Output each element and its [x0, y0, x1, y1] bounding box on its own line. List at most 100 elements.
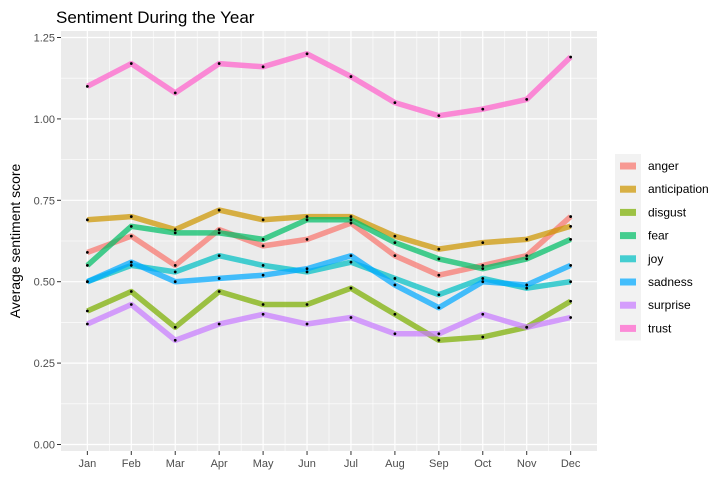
- data-point-surprise: [217, 322, 221, 326]
- data-point-anger: [305, 237, 309, 241]
- data-point-surprise: [393, 332, 397, 336]
- data-point-joy: [261, 264, 265, 267]
- legend-label-trust: trust: [648, 321, 672, 335]
- data-point-disgust: [393, 312, 397, 316]
- data-point-sadness: [305, 267, 309, 271]
- data-point-anticipation: [393, 234, 397, 238]
- data-point-anger: [217, 228, 221, 232]
- data-point-fear: [349, 218, 353, 222]
- data-point-joy: [129, 264, 133, 267]
- data-point-sadness: [525, 283, 529, 287]
- data-point-trust: [393, 101, 397, 105]
- data-point-disgust: [85, 309, 89, 313]
- data-point-disgust: [217, 290, 221, 293]
- x-tick-label: Jun: [298, 458, 316, 470]
- series-line-surprise: [86, 301, 572, 344]
- data-point-sadness: [173, 280, 177, 284]
- data-point-trust: [217, 62, 221, 65]
- data-point-surprise: [85, 322, 89, 326]
- data-point-anticipation: [173, 228, 177, 232]
- data-point-joy: [481, 277, 485, 280]
- data-point-anticipation: [129, 215, 133, 218]
- data-point-sadness: [393, 283, 397, 287]
- data-point-surprise: [349, 316, 353, 319]
- data-point-anticipation: [481, 241, 485, 245]
- data-point-fear: [85, 264, 89, 267]
- x-tick-label: Feb: [122, 458, 141, 470]
- x-tick-label: Dec: [561, 458, 581, 470]
- x-tick-label: Jul: [344, 458, 358, 470]
- data-point-fear: [393, 241, 397, 245]
- x-tick-label: Mar: [166, 458, 185, 470]
- data-point-trust: [129, 62, 133, 65]
- data-point-sadness: [481, 280, 485, 284]
- data-point-trust: [261, 65, 265, 69]
- data-point-anger: [569, 215, 573, 218]
- data-point-disgust: [481, 335, 485, 339]
- data-point-disgust: [569, 299, 573, 303]
- data-point-anticipation: [437, 247, 441, 251]
- x-tick-label: Nov: [517, 458, 537, 470]
- y-tick-label: 1.25: [34, 33, 55, 45]
- data-point-trust: [349, 75, 353, 78]
- x-tick-label: Aug: [385, 458, 405, 470]
- x-tick-label: May: [253, 458, 274, 470]
- data-point-trust: [569, 55, 573, 59]
- data-point-fear: [129, 224, 133, 228]
- data-point-trust: [437, 114, 441, 118]
- data-point-sadness: [261, 273, 265, 277]
- data-point-sadness: [349, 254, 353, 258]
- data-point-fear: [305, 218, 309, 222]
- data-point-trust: [85, 84, 89, 88]
- data-point-trust: [305, 52, 309, 56]
- data-point-anger: [173, 264, 177, 267]
- data-point-anticipation: [569, 224, 573, 228]
- series-points: [85, 52, 573, 342]
- data-point-joy: [217, 254, 221, 258]
- data-point-joy: [525, 286, 529, 290]
- legend-label-fear: fear: [648, 229, 669, 243]
- data-point-fear: [437, 257, 441, 261]
- legend-label-surprise: surprise: [648, 298, 691, 312]
- y-tick-label: 0.50: [34, 277, 55, 289]
- data-point-joy: [305, 270, 309, 274]
- data-point-fear: [525, 257, 529, 261]
- series-line-sadness: [86, 252, 572, 311]
- data-point-anger: [129, 234, 133, 238]
- data-point-fear: [481, 267, 485, 271]
- legend-label-anticipation: anticipation: [648, 182, 709, 196]
- data-point-anger: [481, 264, 485, 267]
- x-tick-label: Jan: [78, 458, 96, 470]
- chart-title: Sentiment During the Year: [56, 8, 255, 27]
- legend-label-disgust: disgust: [648, 205, 687, 219]
- data-point-anger: [437, 273, 441, 277]
- data-point-disgust: [349, 286, 353, 290]
- y-axis-ticks: 0.00 0.25 0.50 0.75 1.00 1.25: [34, 33, 61, 451]
- y-axis-title: Average sentiment score: [7, 163, 23, 318]
- legend-label-anger: anger: [648, 159, 679, 173]
- data-point-anger: [349, 221, 353, 225]
- data-point-anticipation: [349, 215, 353, 218]
- data-point-disgust: [129, 290, 133, 293]
- data-point-joy: [393, 277, 397, 280]
- data-point-joy: [173, 270, 177, 274]
- data-point-surprise: [569, 316, 573, 319]
- data-point-surprise: [305, 322, 309, 326]
- data-point-sadness: [85, 280, 89, 284]
- series-line-trust: [86, 51, 573, 119]
- series-line-anger: [86, 214, 573, 278]
- y-tick-label: 0.25: [34, 358, 55, 370]
- data-point-trust: [173, 91, 177, 95]
- data-point-sadness: [129, 260, 133, 264]
- data-point-anger: [261, 244, 265, 248]
- legend: anger anticipation disgust fear joy sadness su…: [615, 154, 709, 341]
- data-point-disgust: [261, 303, 265, 306]
- data-point-surprise: [129, 303, 133, 306]
- series-line-anticipation: [87, 207, 572, 252]
- data-point-surprise: [481, 312, 485, 316]
- data-point-disgust: [173, 325, 177, 329]
- y-tick-label: 1.00: [34, 114, 55, 126]
- data-point-anger: [85, 250, 89, 254]
- data-point-disgust: [437, 338, 441, 342]
